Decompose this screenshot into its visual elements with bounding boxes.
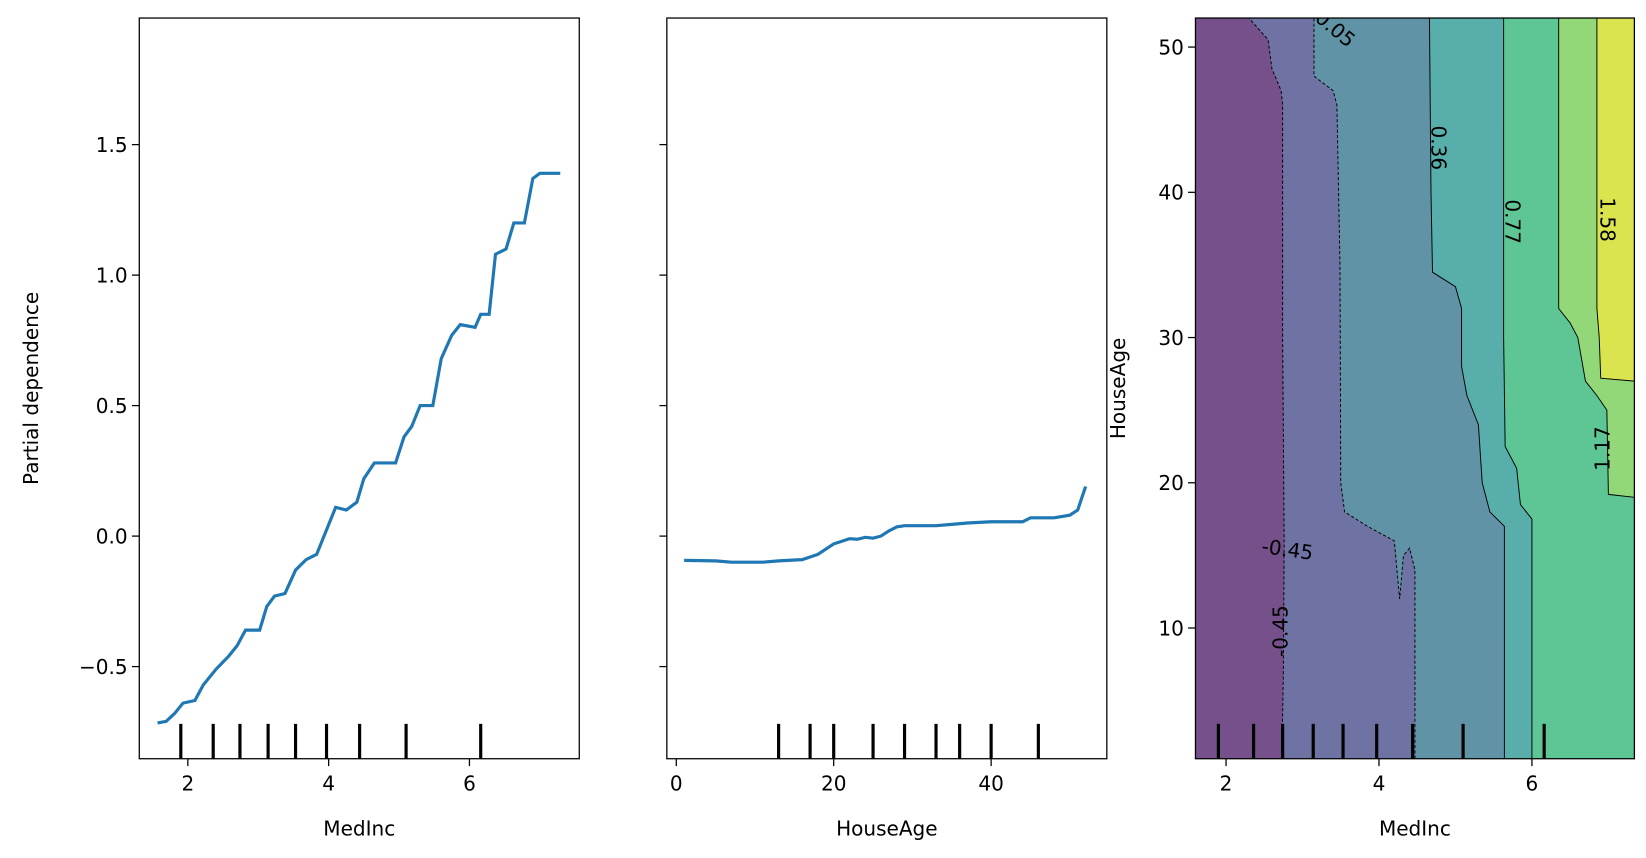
x-tick-label: 4	[1373, 771, 1386, 795]
contour-label: 1.58	[1595, 197, 1619, 242]
plot-area	[684, 485, 1088, 759]
spine	[666, 17, 1108, 760]
x-tick-label: 2	[181, 771, 194, 795]
x-axis-label: MedInc	[323, 817, 395, 841]
contour-label: 0.36	[1427, 126, 1451, 171]
contour-fill	[1195, 18, 1635, 759]
x-axis-label: MedInc	[1379, 817, 1451, 841]
y-axis-label: Partial dependence	[19, 292, 43, 485]
plot-area: -0.45-0.45-0.050.360.771.171.58	[1195, 18, 1635, 759]
x-tick-label: 2	[1220, 771, 1233, 795]
y-tick-label: −0.5	[79, 655, 128, 679]
y-tick-label: 40	[1158, 181, 1184, 205]
x-tick-label: 20	[821, 771, 847, 795]
x-axis-label: HouseAge	[836, 817, 938, 841]
x-tick-label: 40	[978, 771, 1004, 795]
line	[684, 485, 1088, 564]
y-tick-label: 0.5	[96, 394, 128, 418]
x-tick-label: 6	[463, 771, 476, 795]
x-tick-label: 0	[670, 771, 683, 795]
y-tick-label: 20	[1158, 471, 1184, 495]
y-tick-label: 0.0	[96, 524, 128, 548]
y-axis-label: HouseAge	[1106, 338, 1130, 440]
contour-fill	[1195, 18, 1635, 759]
axes: 2 4 6 −0.5 0.0 0.5 1.0 1.5 MedInc Partial depende…	[19, 17, 580, 841]
spine	[1194, 17, 1636, 760]
y-tick-label: 1.5	[96, 133, 128, 157]
y-tick-label: 50	[1158, 35, 1184, 59]
axes: 0 20 40 HouseAge	[659, 17, 1108, 841]
contour-label: -0.45	[1268, 605, 1292, 657]
y-tick-label: 10	[1158, 616, 1184, 640]
contour-line	[1596, 18, 1635, 382]
contour-line	[1558, 18, 1635, 498]
contour-label: 0.77	[1500, 199, 1524, 244]
y-tick-label: 30	[1158, 326, 1184, 350]
contour-line	[1313, 18, 1416, 759]
contour-label: 1.17	[1590, 426, 1614, 471]
x-tick-label: 6	[1526, 771, 1539, 795]
x-tick-label: 4	[322, 771, 335, 795]
y-tick-label: 1.0	[96, 263, 128, 287]
line	[157, 171, 561, 725]
plot-area	[157, 171, 561, 759]
spine	[138, 17, 580, 760]
contour-line	[1428, 18, 1505, 759]
contour-line	[1503, 18, 1533, 759]
axes: -0.45-0.45-0.050.360.771.171.582 4 6102030…	[1106, 17, 1636, 841]
